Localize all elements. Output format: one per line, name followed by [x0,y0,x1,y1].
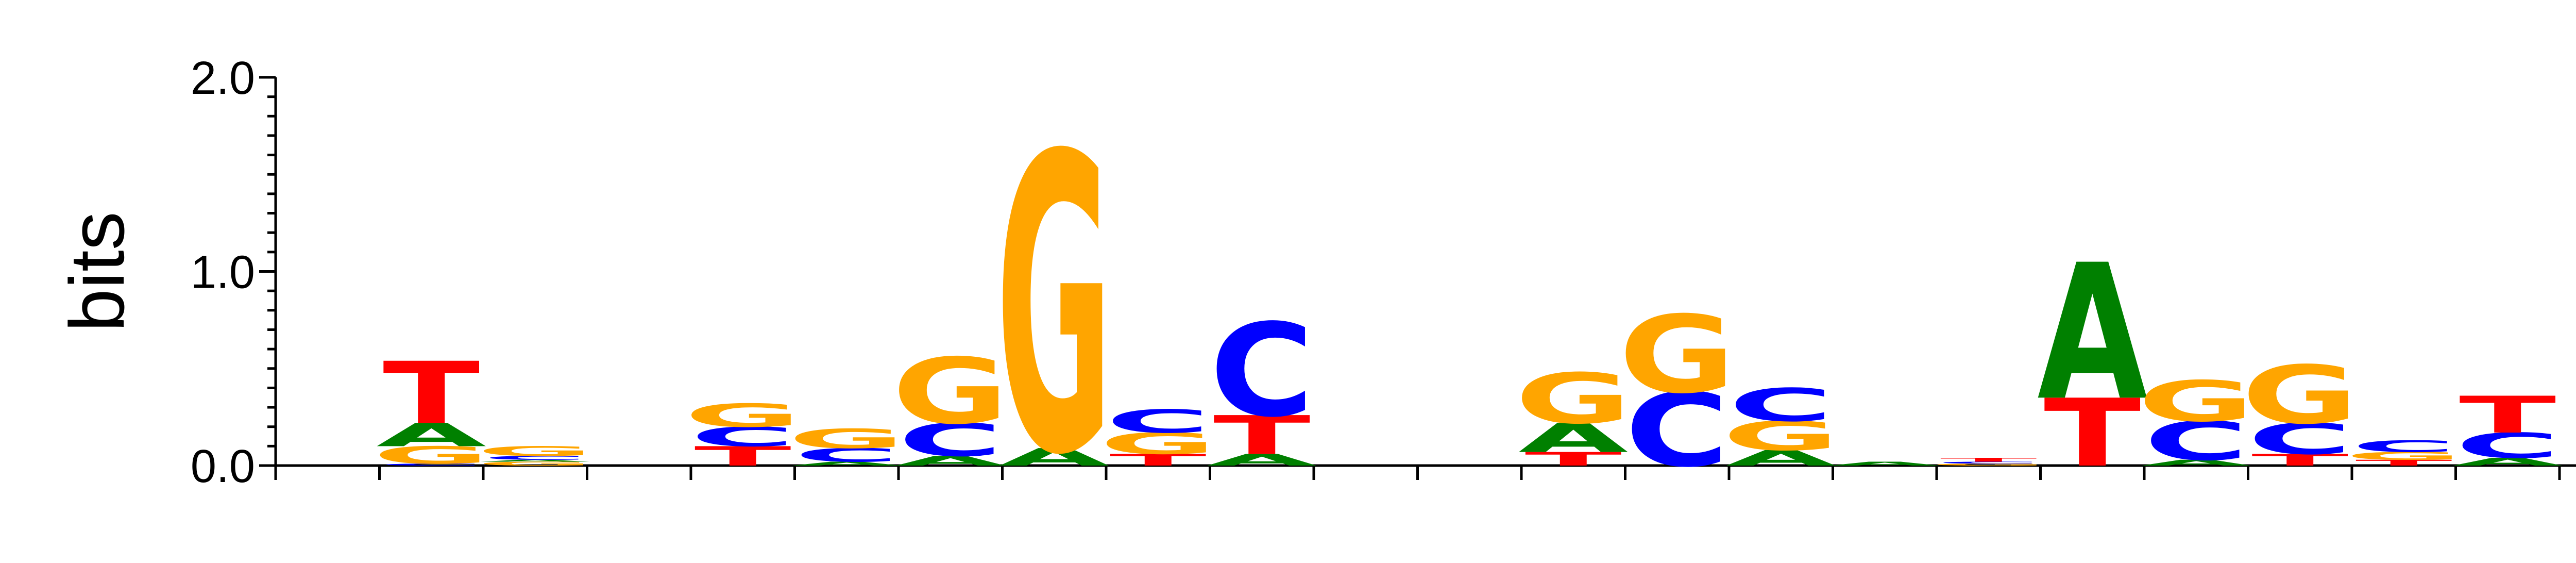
logo-letter-g: G [373,441,490,469]
logo-letter-t: T [2044,379,2141,488]
logo-letter-t: T [694,441,791,472]
logo-letter-t: T [1525,449,1622,470]
logo-letter-c: C [379,463,484,466]
logo-letter-t: T [1213,405,1311,467]
y-minor-ticks [267,95,276,448]
logo-letter-g: G [684,397,801,434]
logo-letter-c: C [1106,403,1210,440]
logo-letter-c: C [2248,415,2352,464]
logo-letter-g: G [2345,450,2462,462]
logo-letter-a: A [2141,458,2251,468]
logo-letter-a: A [1518,415,1629,461]
logo-letter-g: G [788,423,905,454]
axes: 0.0 1.0 2.0 bits [54,53,2576,492]
logo-letter-a: A [2452,456,2563,468]
logo-letter-t: T [383,344,480,443]
logo-letter-g: G [892,339,1009,444]
logo-letter-t: T [2355,458,2452,468]
logo-letter-g: G [1930,463,2047,466]
y-tick-label: 1.0 [191,247,255,299]
logo-letter-a: A [1829,460,1940,467]
y-tick-label: 0.0 [191,441,255,492]
logo-letter-g: G [1099,427,1216,461]
logo-letter-c: C [1210,296,1314,445]
logo-letter-g: G [1515,359,1632,439]
logo-letter-c: C [2455,426,2560,466]
x-ticks [274,466,2561,480]
logo-letter-g: G [996,70,1113,544]
logo-letter-a: A [791,460,902,467]
logo-letter-t: T [1940,457,2037,463]
logo-letter-g: G [477,460,594,467]
logo-letter-g: G [2242,349,2359,442]
logo-letter-a: A [1726,446,1836,471]
logo-letter-c: C [794,444,899,466]
logo-letter-c: C [690,421,795,452]
logo-letter-c: C [2144,410,2248,472]
logo-letter-g: G [1619,293,1736,417]
logo-letter-g: G [2138,369,2255,435]
logo-letter-t: T [2251,451,2349,469]
logo-letter-c: C [2351,437,2456,456]
logo-letter-g: G [477,443,594,459]
logo-letter-a: A [999,443,1109,471]
logo-letter-c: C [1728,379,1833,432]
y-axis-title: bits [54,211,140,332]
logo-letter-c: C [898,414,1003,467]
logo-letter-g: G [1722,413,1839,459]
logo-letter-c: C [483,455,587,461]
logo-letter-t: T [2459,386,2556,444]
logo-letter-a: A [895,453,1006,469]
y-major-ticks: 0.0 1.0 2.0 [191,53,276,492]
logo-letter-a: A [2037,224,2148,441]
logo-letter-t: T [1110,451,1207,469]
logo-letter-c: C [1936,461,2041,464]
logo-letter-a: A [1207,451,1317,469]
logo-letter-c: C [1625,372,1730,489]
logo-letter-a: A [480,459,590,462]
y-tick-label: 2.0 [191,53,255,104]
logo-letter-a: A [376,417,486,454]
